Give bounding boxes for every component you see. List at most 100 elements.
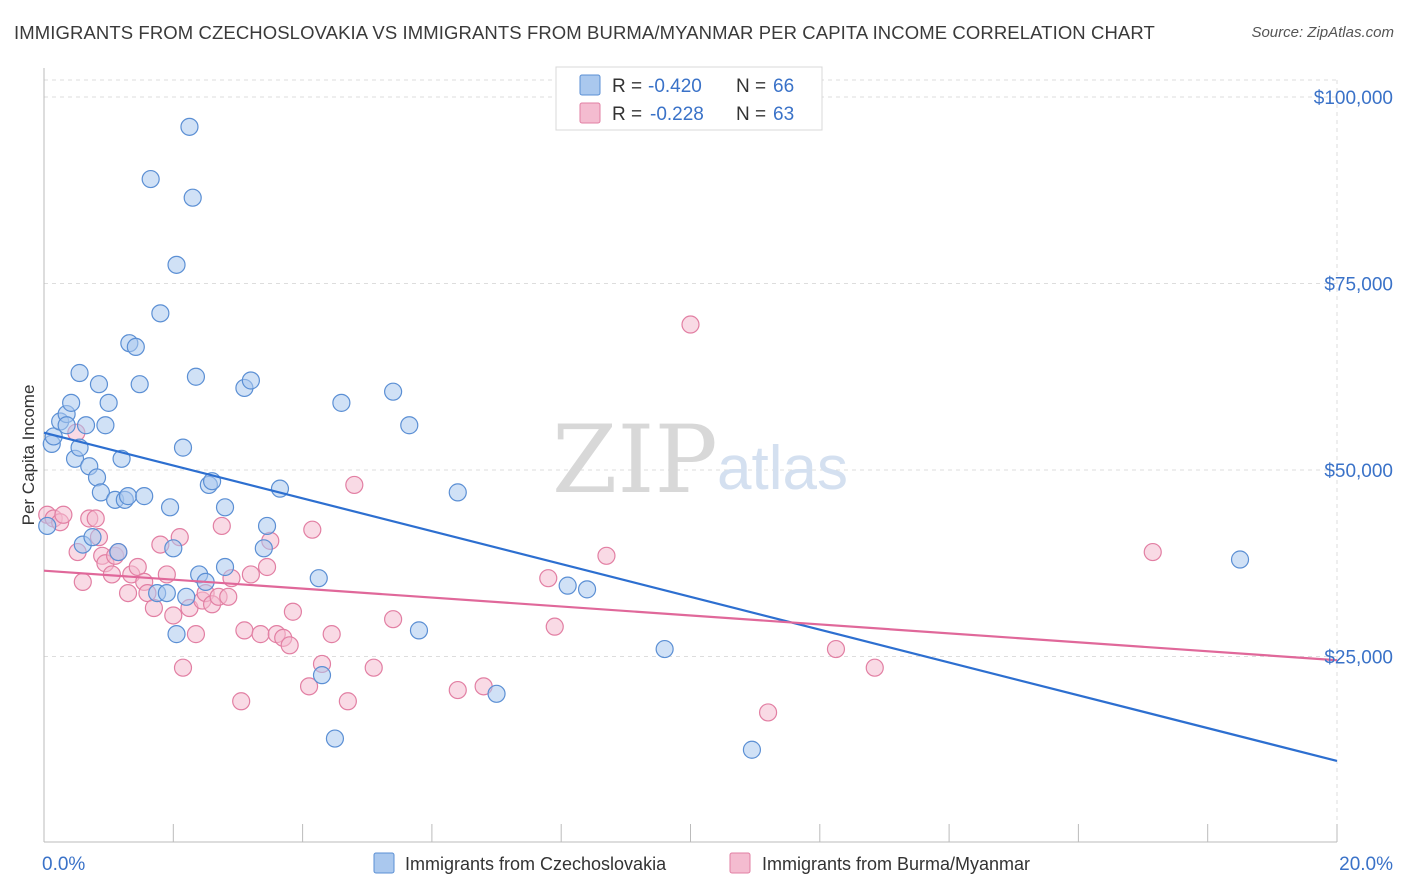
- watermark: ZIP atlas: [552, 406, 848, 515]
- burma-point-36: [235, 621, 254, 640]
- czechoslovakia-point-35: [180, 117, 199, 136]
- burma-point-33: [219, 587, 238, 606]
- burma-point-46: [303, 520, 322, 539]
- czechoslovakia-point-46: [254, 539, 273, 558]
- burma-point-49: [338, 692, 357, 711]
- source-credit: Source: ZipAtlas.com: [1251, 24, 1394, 41]
- series-czechoslovakia-points: [38, 117, 1250, 759]
- czechoslovakia-point-15: [99, 393, 118, 412]
- legend-swatch-pink: [579, 102, 601, 124]
- czechoslovakia-point-30: [164, 539, 183, 558]
- x-tick-labels: 0.0% 20.0%: [42, 854, 1393, 875]
- czechoslovakia-point-53: [384, 382, 403, 401]
- legend-swatch-blue: [579, 74, 601, 96]
- y-tick-label-1: $50,000: [1324, 461, 1393, 482]
- legend-r-label-1: R =: [612, 76, 642, 97]
- czechoslovakia-point-28: [157, 583, 176, 603]
- czechoslovakia-point-20: [118, 487, 138, 506]
- legend-swatch-czechoslovakia: [373, 852, 395, 874]
- czechoslovakia-point-57: [487, 684, 506, 703]
- trend-line-czechoslovakia: [43, 431, 1338, 763]
- burma-point-32: [212, 516, 231, 536]
- czechoslovakia-point-43: [215, 557, 235, 577]
- legend-label-burma: Immigrants from Burma/Myanmar: [762, 854, 1030, 874]
- legend-n-label-1: N =: [736, 76, 766, 97]
- czechoslovakia-point-62: [1230, 550, 1250, 569]
- burma-point-20: [144, 598, 164, 618]
- legend-swatch-burma: [729, 852, 751, 874]
- czechoslovakia-point-54: [400, 416, 419, 435]
- burma-point-60: [826, 639, 846, 659]
- burma-point-59: [758, 703, 778, 722]
- y-tick-label-0: $25,000: [1324, 648, 1393, 669]
- czechoslovakia-point-11: [87, 468, 107, 487]
- burma-point-56: [545, 617, 564, 636]
- burma-point-48: [322, 625, 341, 644]
- czechoslovakia-point-13: [91, 483, 110, 502]
- burma-point-45: [299, 677, 319, 696]
- burma-point-3: [54, 505, 73, 524]
- burma-point-51: [364, 658, 383, 677]
- czechoslovakia-point-50: [312, 666, 332, 685]
- czechoslovakia-point-34: [177, 587, 196, 606]
- legend-r-label-2: R =: [612, 104, 642, 125]
- burma-point-25: [173, 658, 193, 677]
- czechoslovakia-point-31: [167, 625, 186, 644]
- x-tick-label-end: 20.0%: [1339, 854, 1393, 875]
- burma-point-52: [384, 610, 403, 629]
- czechoslovakia-point-5: [62, 393, 81, 412]
- czechoslovakia-point-14: [96, 416, 115, 435]
- czechoslovakia-point-52: [332, 393, 351, 412]
- watermark-atlas: atlas: [717, 434, 848, 503]
- czechoslovakia-point-29: [160, 498, 180, 517]
- czechoslovakia-point-23: [130, 375, 149, 394]
- czechoslovakia-point-25: [141, 169, 160, 189]
- series-burma-points: [38, 315, 1162, 722]
- y-axis-title: Per Capita Income: [19, 385, 38, 526]
- burma-point-17: [128, 557, 147, 577]
- legend-r-value-1: -0.420: [648, 76, 702, 97]
- burma-point-6: [73, 572, 92, 592]
- czechoslovakia-point-22: [126, 337, 145, 357]
- czechoslovakia-point-45: [241, 371, 260, 390]
- burma-point-8: [86, 509, 105, 528]
- burma-point-39: [257, 557, 277, 577]
- czechoslovakia-point-32: [167, 255, 186, 274]
- czechoslovakia-point-63: [38, 516, 57, 536]
- y-tick-label-2: $75,000: [1324, 275, 1393, 296]
- czechoslovakia-point-36: [183, 188, 202, 207]
- burma-point-35: [232, 692, 251, 711]
- czechoslovakia-point-8: [70, 363, 89, 383]
- legend-r-value-2: -0.228: [650, 104, 704, 125]
- czechoslovakia-point-24: [135, 487, 154, 506]
- czechoslovakia-point-17: [109, 542, 128, 562]
- x-tick-label-start: 0.0%: [42, 854, 85, 875]
- burma-point-43: [280, 636, 299, 655]
- legend-label-czechoslovakia: Immigrants from Czechoslovakia: [405, 854, 667, 874]
- y-tick-labels: $25,000 $50,000 $75,000 $100,000: [1314, 88, 1393, 669]
- burma-point-27: [186, 625, 206, 644]
- burma-point-61: [865, 658, 884, 677]
- burma-point-44: [283, 602, 303, 621]
- burma-point-58: [681, 315, 700, 334]
- czechoslovakia-point-56: [448, 483, 467, 502]
- burma-point-23: [164, 606, 183, 625]
- trend-lines: [43, 431, 1338, 763]
- legend-n-value-1: 66: [773, 76, 794, 97]
- burma-point-57: [597, 546, 616, 565]
- czechoslovakia-point-55: [409, 621, 429, 640]
- trend-line-burma: [43, 569, 1338, 662]
- czechoslovakia-point-27: [151, 304, 170, 323]
- watermark-zip: ZIP: [552, 406, 718, 515]
- burma-point-55: [539, 569, 558, 588]
- legend-n-label-2: N =: [736, 104, 766, 125]
- czechoslovakia-point-51: [325, 729, 345, 748]
- czechoslovakia-point-9: [76, 416, 96, 435]
- y-tick-label-3: $100,000: [1314, 88, 1393, 109]
- grid-lines: [44, 79, 1338, 842]
- czechoslovakia-point-60: [655, 639, 674, 659]
- czechoslovakia-point-47: [257, 516, 277, 536]
- burma-point-15: [118, 583, 138, 603]
- czechoslovakia-point-37: [186, 367, 206, 386]
